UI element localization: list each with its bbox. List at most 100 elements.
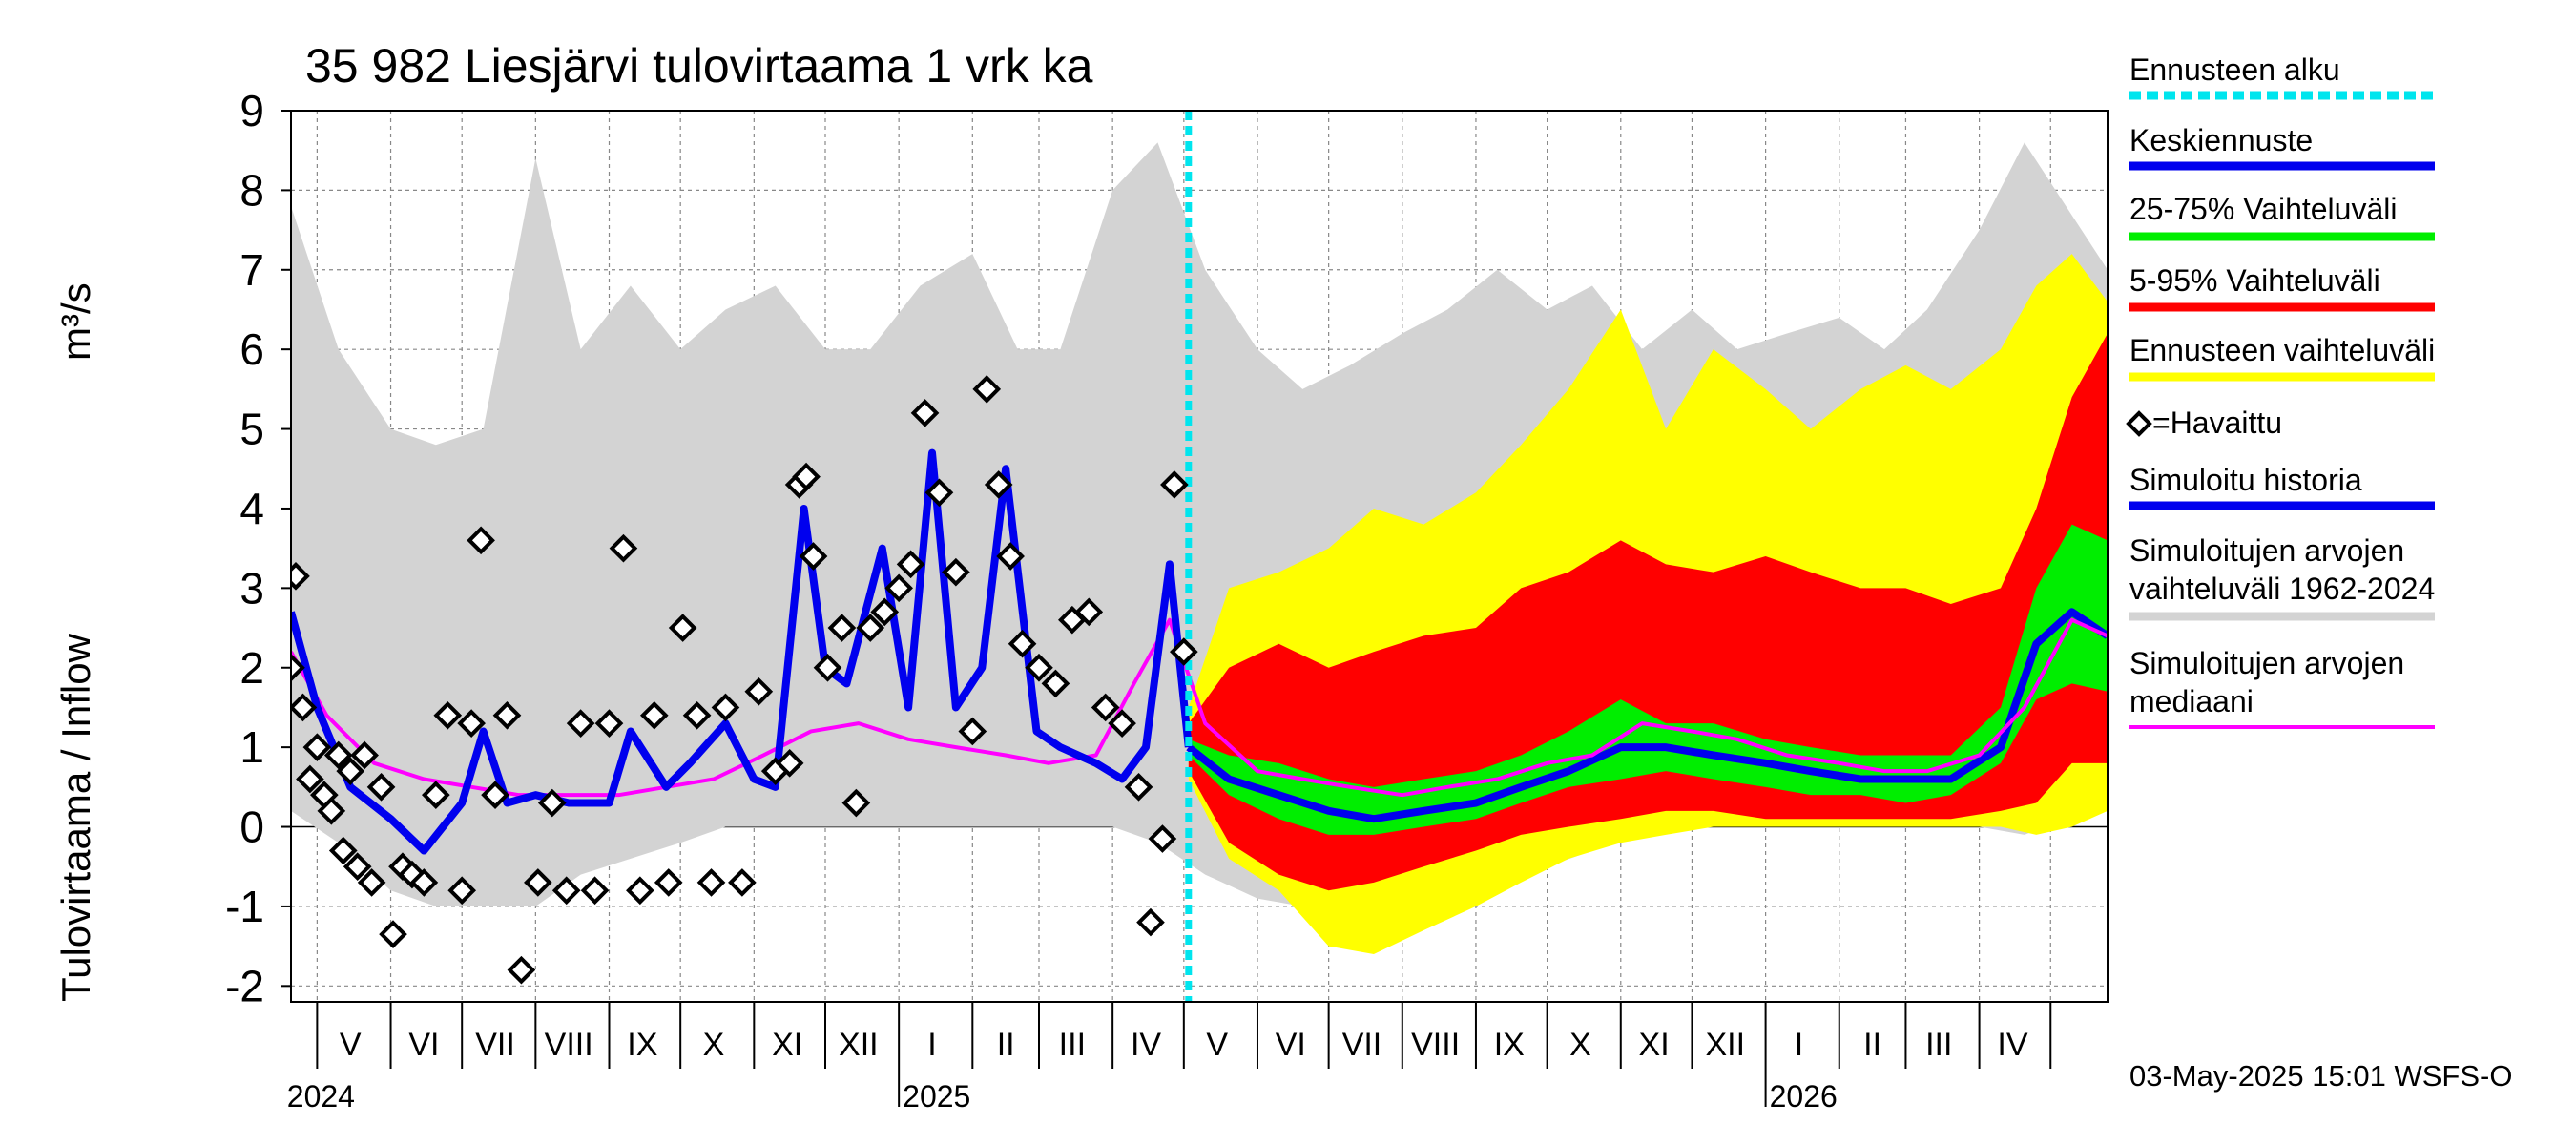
observed-point <box>856 614 885 642</box>
month-tick-label: VI <box>408 1027 439 1063</box>
legend-label: Ennusteen vaihteluväli <box>2129 333 2435 367</box>
y-tick-label: 0 <box>239 802 264 852</box>
observed-point <box>744 677 774 706</box>
observed-point <box>357 868 386 897</box>
observed-markers <box>291 375 1198 985</box>
y-axis-label: Tulovirtaama / Inflow <box>53 633 98 1002</box>
observed-point <box>350 740 379 770</box>
month-tick-label: IX <box>627 1027 657 1063</box>
y-tick-label: 9 <box>239 86 264 135</box>
observed-point <box>841 788 871 818</box>
observed-point <box>336 757 365 785</box>
legend-label: mediaani <box>2129 684 2254 718</box>
observed-point <box>328 836 358 865</box>
legend-label: 25-75% Vaihteluväli <box>2129 192 2397 226</box>
observed-point <box>626 876 654 906</box>
month-tick-label: VI <box>1276 1027 1306 1063</box>
observed-point <box>728 868 757 897</box>
legend-label: Ennusteen alku <box>2129 52 2340 87</box>
observed-point <box>492 700 522 730</box>
observed-point <box>1124 773 1153 802</box>
observed-point <box>566 709 595 738</box>
observed-point <box>958 717 987 746</box>
y-tick-label: -2 <box>225 961 264 1010</box>
observed-point <box>682 700 712 730</box>
month-tick-label: XI <box>1639 1027 1670 1063</box>
observed-point <box>696 868 726 897</box>
plot-frame <box>290 110 2109 1003</box>
y-tick-label: 1 <box>239 722 264 772</box>
legend-label: Simuloitujen arvojen <box>2129 646 2404 680</box>
data-marks <box>291 111 2108 1002</box>
observed-point <box>1091 693 1120 722</box>
legend-label: vaihteluväli 1962-2024 <box>2129 572 2435 606</box>
band-5-95-vaihteluv-li <box>1188 333 2108 891</box>
y-axis-unit: m³/s <box>53 282 98 361</box>
observed-point <box>884 573 913 603</box>
observed-point <box>924 478 954 508</box>
month-tick-label: I <box>927 1027 936 1063</box>
observed-point <box>984 470 1013 499</box>
month-tick-label: V <box>340 1027 362 1063</box>
observed-point <box>291 562 310 591</box>
month-tick-label: II <box>997 1027 1015 1063</box>
observed-point <box>447 876 477 906</box>
observed-point <box>551 876 581 906</box>
observed-point <box>654 868 683 897</box>
month-tick-label: X <box>1569 1027 1591 1063</box>
month-tick-label: VII <box>1342 1027 1382 1063</box>
month-tick-label: XII <box>839 1027 879 1063</box>
observed-point <box>366 773 396 802</box>
observed-point <box>507 955 536 985</box>
year-label: 2025 <box>903 1079 970 1114</box>
timestamp: 03-May-2025 15:01 WSFS-O <box>2129 1059 2512 1093</box>
observed-point <box>799 542 828 571</box>
observed-point <box>896 550 925 579</box>
observed-point <box>343 852 372 882</box>
y-tick-label: 2 <box>239 643 264 693</box>
chart-title: 35 982 Liesjärvi tulovirtaama 1 vrk ka <box>305 39 1093 93</box>
month-tick-label: VIII <box>545 1027 593 1063</box>
observed-point <box>609 533 638 563</box>
month-tick-label: V <box>1206 1027 1228 1063</box>
observed-point <box>1136 907 1165 937</box>
observed-point <box>317 797 346 825</box>
legend-label: Simuloitu historia <box>2129 463 2362 497</box>
observed-point <box>524 868 552 897</box>
y-tick-label: 3 <box>239 563 264 613</box>
y-tick-label: 4 <box>239 484 264 533</box>
observed-point <box>775 748 804 778</box>
observed-point <box>323 740 353 770</box>
observed-point <box>792 462 821 491</box>
observed-point <box>870 597 900 627</box>
observed-point <box>1160 470 1189 499</box>
legend-marker <box>2126 410 2152 437</box>
observed-point <box>813 653 842 682</box>
band-25-75-vaihteluv-li <box>1188 524 2108 835</box>
observed-point <box>481 781 509 810</box>
month-tick-label: III <box>1925 1027 1952 1063</box>
observed-point <box>1148 824 1177 853</box>
line-simuloitujen-arvojen-mediaani <box>291 617 2108 798</box>
legend-label: Keskiennuste <box>2129 123 2313 157</box>
month-tick-label: X <box>703 1027 725 1063</box>
month-tick-label: XI <box>772 1027 802 1063</box>
month-tick-label: IV <box>1997 1027 2027 1063</box>
observed-point <box>296 764 324 794</box>
month-tick-label: VII <box>475 1027 515 1063</box>
y-tick-label: -1 <box>225 882 264 931</box>
month-tick-label: III <box>1059 1027 1086 1063</box>
observed-point <box>1074 597 1104 627</box>
observed-point <box>1008 629 1037 658</box>
month-tick-label: VIII <box>1411 1027 1460 1063</box>
observed-point <box>291 693 318 722</box>
line-simuloitu-historia <box>291 448 1193 855</box>
observed-point <box>302 733 332 761</box>
observed-point <box>467 526 495 555</box>
observed-point <box>1025 653 1053 682</box>
observed-point <box>433 700 463 730</box>
observed-point <box>996 542 1025 571</box>
month-tick-label: I <box>1795 1027 1803 1063</box>
